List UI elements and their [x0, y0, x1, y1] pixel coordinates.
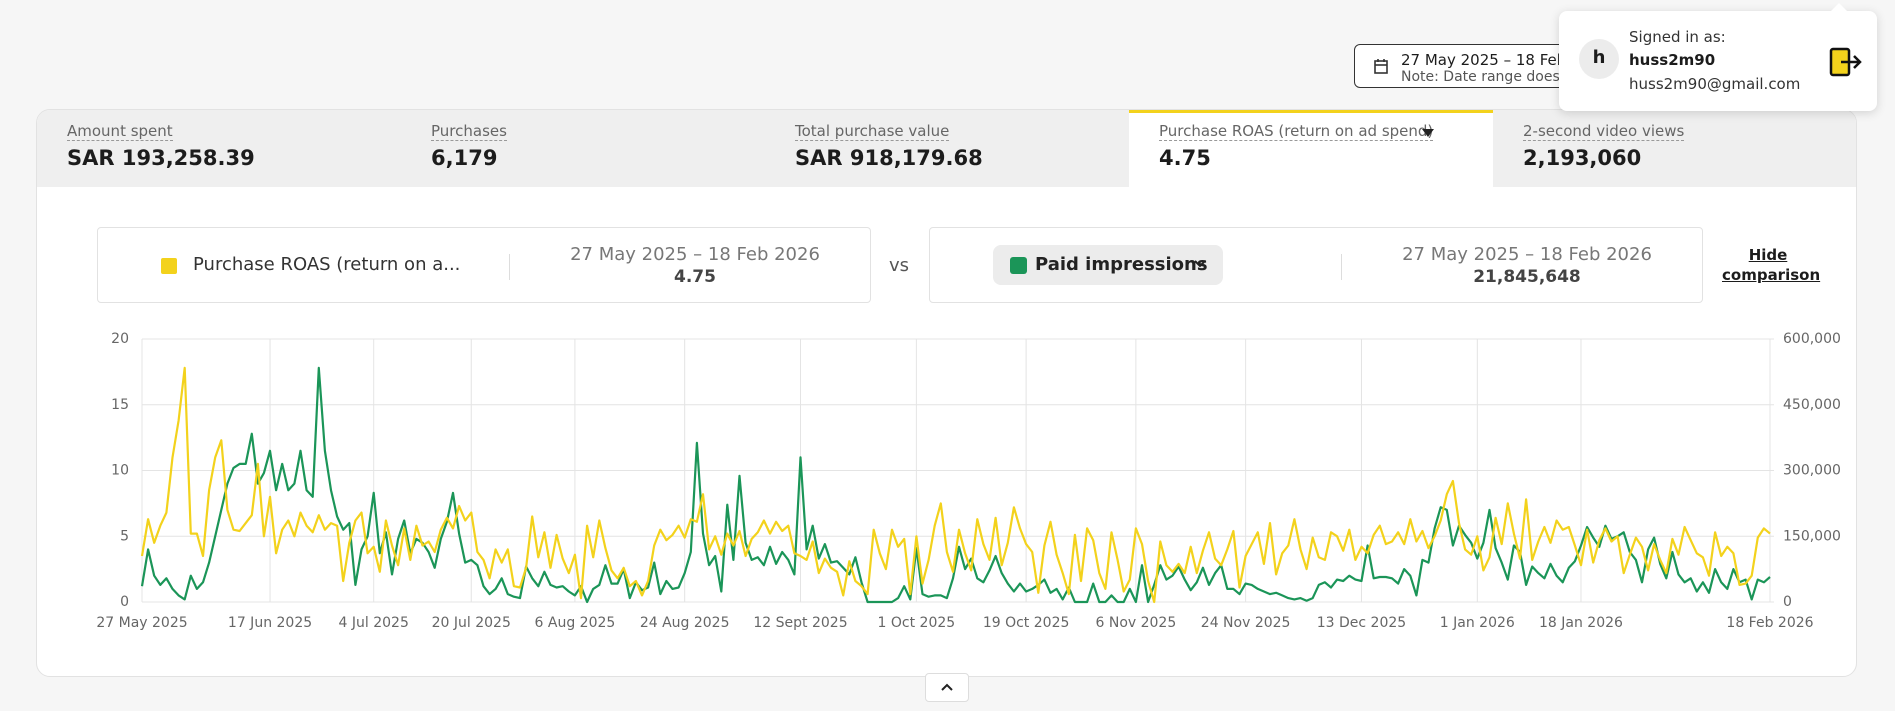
y2-tick-label: 0: [1783, 594, 1792, 610]
metric-value: SAR 918,179.68: [795, 146, 983, 170]
date-note: Note: Date range does n: [1401, 69, 1574, 85]
y-tick-label: 10: [111, 463, 129, 479]
secondary-metric-box: Paid impressions 27 May 2025 – 18 Feb 20…: [929, 227, 1703, 303]
series-line: [140, 366, 1771, 604]
metric-label: Purchase ROAS (return on ad spend): [1159, 122, 1434, 141]
y2-tick-label: 300,000: [1783, 463, 1841, 479]
x-tick-label: 18 Jan 2026: [1539, 615, 1623, 631]
chart: 0 5 10 15 20 0 150,000 300,000 450,000 600,000 27 …: [96, 331, 1841, 631]
metric-label: Total purchase value: [795, 122, 950, 141]
divider: [509, 254, 510, 280]
chevron-down: [1194, 260, 1206, 268]
x-tick-label: 1 Jan 2026: [1440, 615, 1515, 631]
email: huss2m90@gmail.com: [1629, 75, 1801, 93]
y2-tick-label: 450,000: [1783, 397, 1841, 413]
metric-tab-active[interactable]: Purchase ROAS (return on ad spend) 4.75: [1129, 110, 1493, 187]
x-tick-label: 19 Oct 2025: [983, 615, 1070, 631]
hide-comparison-link[interactable]: Hide comparison: [1722, 246, 1821, 284]
series-swatch: [1010, 257, 1027, 274]
y2-tick-label: 150,000: [1783, 528, 1841, 544]
metric-value: 6,179: [431, 146, 498, 170]
metric-label: Purchases: [431, 122, 507, 141]
username: huss2m90: [1629, 51, 1716, 69]
x-tick-label: 13 Dec 2025: [1317, 615, 1406, 631]
primary-value: 4.75: [674, 267, 716, 287]
metric-tab[interactable]: Purchases 6,179: [401, 110, 765, 187]
metric-tab[interactable]: 2-second video views 2,193,060: [1493, 110, 1856, 187]
x-tick-label: 18 Feb 2026: [1726, 615, 1813, 631]
signed-in-label: Signed in as:: [1629, 28, 1726, 46]
x-tick-label: 6 Nov 2025: [1095, 615, 1176, 631]
metric-selector[interactable]: Paid impressions: [993, 245, 1223, 285]
x-tick-label: 1 Oct 2025: [878, 615, 956, 631]
x-tick-label: 24 Aug 2025: [640, 615, 730, 631]
date-range: 27 May 2025 – 18 Feb 2: [1401, 51, 1581, 69]
metrics-card: Amount spent SAR 193,258.39 Purchases 6,17…: [36, 109, 1857, 677]
dropdown-caret: [1422, 129, 1434, 137]
x-tick-label: 4 Jul 2025: [339, 615, 409, 631]
metric-label: Amount spent: [67, 122, 173, 141]
metric-value: SAR 193,258.39: [67, 146, 255, 170]
metric-value: 2,193,060: [1523, 146, 1642, 170]
metric-tabs: Amount spent SAR 193,258.39 Purchases 6,17…: [37, 110, 1856, 187]
x-tick-label: 24 Nov 2025: [1201, 615, 1291, 631]
account-popup: h Signed in as: huss2m90 huss2m90@gmail.…: [1559, 3, 1877, 111]
y-tick-label: 0: [120, 594, 129, 610]
y-tick-label: 20: [111, 331, 129, 347]
metric-tab[interactable]: Total purchase value SAR 918,179.68: [765, 110, 1129, 187]
collapse-button[interactable]: [925, 673, 969, 702]
x-tick-label: 6 Aug 2025: [535, 615, 616, 631]
calendar-icon: [1374, 59, 1388, 74]
secondary-value: 21,845,648: [1473, 267, 1581, 287]
x-tick-label: 12 Sept 2025: [753, 615, 847, 631]
primary-date-range: 27 May 2025 – 18 Feb 2026: [570, 244, 820, 265]
x-tick-label: 17 Jun 2025: [228, 615, 312, 631]
divider: [1341, 254, 1342, 280]
x-tick-label: 20 Jul 2025: [432, 615, 511, 631]
y2-tick-label: 600,000: [1783, 331, 1841, 347]
series-line: [140, 366, 1771, 604]
avatar: h: [1579, 39, 1619, 79]
x-tick-label: 27 May 2025: [96, 615, 187, 631]
y-tick-label: 5: [120, 528, 129, 544]
series-swatch: [161, 258, 177, 274]
metric-label: 2-second video views: [1523, 122, 1685, 141]
metric-value: 4.75: [1159, 146, 1211, 170]
chevron-up: [941, 683, 953, 691]
popup-notch: [1829, 3, 1849, 13]
secondary-metric-name: Paid impressions: [1035, 254, 1208, 275]
metric-tab[interactable]: Amount spent SAR 193,258.39: [37, 110, 401, 187]
primary-metric-name: Purchase ROAS (return on a...: [193, 254, 461, 275]
vs-label: vs: [889, 255, 910, 276]
logout-icon[interactable]: [1829, 47, 1863, 77]
secondary-date-range: 27 May 2025 – 18 Feb 2026: [1402, 244, 1652, 265]
y-tick-label: 15: [111, 397, 129, 413]
primary-metric-box: Purchase ROAS (return on a... 27 May 202…: [97, 227, 871, 303]
